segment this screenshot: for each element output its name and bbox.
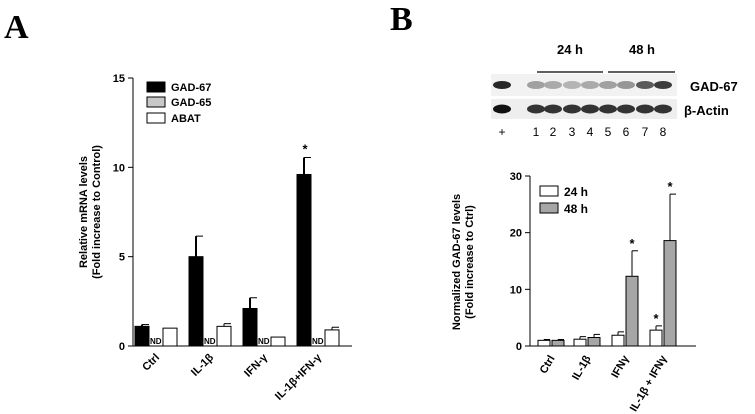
bar-gad67 xyxy=(134,325,150,347)
band-gad67 xyxy=(581,81,599,89)
band-gad67 xyxy=(654,81,672,89)
band-actin xyxy=(527,104,545,114)
y-axis-label-2: (Fold increase to Control) xyxy=(91,145,103,279)
panel-b-letter: B xyxy=(390,1,413,38)
y-tick-label: 15 xyxy=(113,73,125,85)
significance-star: * xyxy=(653,311,659,326)
lane-label: + xyxy=(498,125,505,139)
bar-48h xyxy=(663,240,677,347)
significance-star: * xyxy=(667,179,673,194)
time-label-48h: 48 h xyxy=(629,42,655,57)
chart-a: 0 5 10 15 Relative mRNA levels (Fold increase… xyxy=(78,73,352,403)
band-gad67 xyxy=(544,81,562,89)
bar-abat xyxy=(162,327,178,347)
y-tick-label: 20 xyxy=(510,228,522,240)
y-tick-label: 0 xyxy=(119,341,125,353)
bar-48h xyxy=(625,275,639,347)
band-actin xyxy=(654,104,672,114)
x-tick-label: IL-1β + IFNγ xyxy=(628,353,670,414)
bar-gad67 xyxy=(296,173,312,347)
bar-abat xyxy=(216,325,232,347)
bar-48h xyxy=(587,337,601,347)
x-tick-label: IFN-γ xyxy=(242,351,271,380)
western-blot: 24 h 48 h + 1 2 3 4 5 6 7 8 GAD-67 β-Actin xyxy=(491,42,738,139)
band-actin xyxy=(617,104,635,114)
lane-label: 8 xyxy=(660,125,667,139)
chart-b: 0 10 20 30 Normalized GAD-67 levels (Fold inc… xyxy=(451,171,696,414)
y-tick-label: 0 xyxy=(516,341,522,353)
legend-label: GAD-67 xyxy=(171,82,211,94)
lane-label: 2 xyxy=(550,125,557,139)
band-actin xyxy=(599,104,617,114)
bar-24h xyxy=(649,329,663,347)
band-gad67 xyxy=(636,81,654,89)
band-gad67 xyxy=(527,81,545,89)
legend-swatch xyxy=(146,96,166,108)
legend-label: 48 h xyxy=(564,202,588,216)
band-gad67 xyxy=(617,81,635,89)
bar-gad67 xyxy=(242,307,258,347)
band-actin xyxy=(493,104,511,114)
band-gad67 xyxy=(599,81,617,89)
y-tick-label: 10 xyxy=(510,284,522,296)
nd-label: ND xyxy=(258,337,270,346)
legend-label: ABAT xyxy=(171,113,201,125)
y-tick-label: 5 xyxy=(119,252,125,264)
blot-label-gad67: GAD-67 xyxy=(690,79,738,94)
nd-label: ND xyxy=(312,337,324,346)
legend-swatch xyxy=(146,81,166,93)
legend-swatch xyxy=(146,112,166,124)
x-tick-label: IL-1β+IFN-γ xyxy=(273,351,325,403)
lane-label: 3 xyxy=(569,125,576,139)
lane-label: 6 xyxy=(623,125,630,139)
y-tick-label: 10 xyxy=(113,162,125,174)
lane-label: 5 xyxy=(605,125,612,139)
nd-label: ND xyxy=(150,337,162,346)
time-label-24h: 24 h xyxy=(557,42,583,57)
bar-24h xyxy=(573,338,587,347)
band-actin xyxy=(544,104,562,114)
legend-swatch xyxy=(539,202,559,214)
band-actin xyxy=(563,104,581,114)
legend-label: GAD-65 xyxy=(171,97,211,109)
lane-label: 7 xyxy=(642,125,649,139)
panel-a-letter: A xyxy=(4,9,29,46)
bar-48h xyxy=(551,339,565,347)
x-tick-label: IL-1β xyxy=(570,353,594,382)
nd-label: ND xyxy=(204,337,216,346)
x-tick-label: IL-1β xyxy=(189,351,216,378)
significance-star: * xyxy=(629,236,635,251)
bar-abat xyxy=(324,329,340,347)
legend-label: 24 h xyxy=(564,185,588,199)
x-tick-label: Ctrl xyxy=(538,354,558,376)
bar-abat xyxy=(270,336,286,347)
y-axis-label: Normalized GAD-67 levels xyxy=(451,194,463,330)
lane-label: 4 xyxy=(587,125,594,139)
x-tick-label: Ctrl xyxy=(140,352,162,374)
bar-24h xyxy=(611,334,625,347)
blot-label-actin: β-Actin xyxy=(684,103,729,118)
legend-swatch xyxy=(539,185,559,197)
y-axis-label-2: (Fold increase to Ctrl) xyxy=(464,205,476,319)
significance-star: * xyxy=(302,142,308,157)
bar-gad67 xyxy=(188,256,204,347)
bar-24h xyxy=(537,339,551,347)
band-gad67 xyxy=(563,81,581,89)
y-axis-label: Relative mRNA levels xyxy=(78,156,90,268)
band-actin xyxy=(581,104,599,114)
lane-label: 1 xyxy=(533,125,540,139)
x-tick-label: IFNγ xyxy=(609,353,632,380)
y-tick-label: 30 xyxy=(510,171,522,183)
band-actin xyxy=(636,104,654,114)
band-gad67 xyxy=(493,81,511,89)
